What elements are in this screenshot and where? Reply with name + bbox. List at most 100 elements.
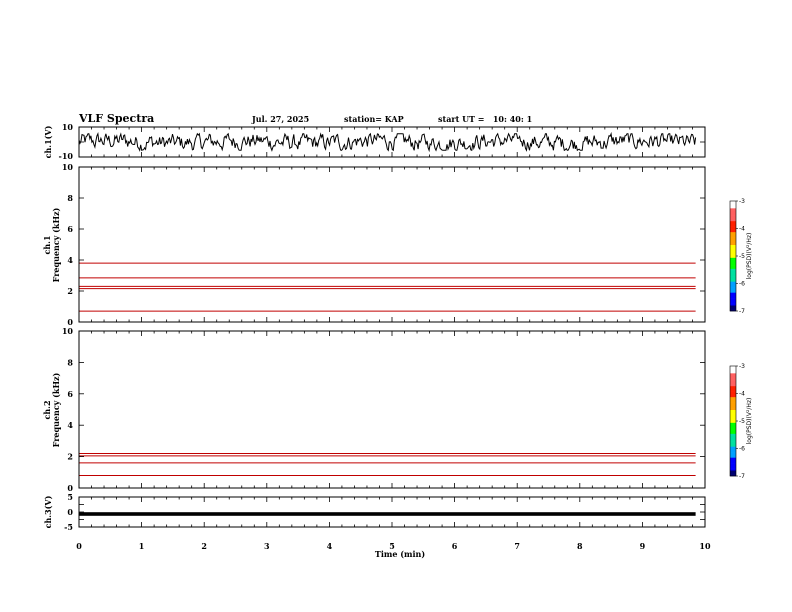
ytick-label: 0 xyxy=(67,483,73,493)
colorbar-segment xyxy=(730,296,736,299)
colorbar-segment xyxy=(730,441,736,444)
ch3-ytick-mid: 0 xyxy=(67,507,73,517)
ch3-ytick-bottom: -5 xyxy=(64,522,73,532)
colorbar-segment xyxy=(730,463,736,466)
colorbar-segment xyxy=(730,446,736,449)
colorbar-segment xyxy=(730,455,736,458)
spec2-ylabel-freq: Frequency (kHz) xyxy=(51,372,61,447)
colorbar-segment xyxy=(730,384,736,387)
colorbar-segment xyxy=(730,276,736,279)
colorbar-segment xyxy=(730,450,736,453)
ytick-label: 8 xyxy=(67,193,73,203)
colorbar-segment xyxy=(730,454,736,457)
spec2-ytick-labels: 0 2 4 6 8 10 xyxy=(62,326,74,493)
colorbar-segment xyxy=(730,419,736,422)
colorbar-segment xyxy=(730,435,736,438)
spec1-ylabel-ch: ch.1 xyxy=(42,235,52,254)
colorbar-segment xyxy=(730,395,736,398)
colorbar-segment xyxy=(730,457,736,460)
ch2-spectrogram-panel: 0 2 4 6 8 10 ch.2 Frequency (kHz) -3 -4 -5 -6 -7 l… xyxy=(42,326,753,493)
ytick-label: 10 xyxy=(62,162,74,172)
colorbar-segment xyxy=(730,215,736,218)
colorbar-segment xyxy=(730,422,736,425)
spec2-image xyxy=(79,452,696,476)
colorbar-segment xyxy=(730,472,736,475)
colorbar-segment xyxy=(730,439,736,442)
time-tick-label: 6 xyxy=(452,541,458,551)
colorbar-segment xyxy=(730,444,736,447)
ytick-label: 6 xyxy=(67,389,73,399)
ch3-trace-band xyxy=(79,512,696,516)
ch3-waveform-panel: 5 0 -5 ch.3(V) xyxy=(43,492,706,532)
colorbar-segment xyxy=(730,410,736,413)
colorbar-tick-label: -3 xyxy=(739,198,745,205)
time-tick-label: 9 xyxy=(640,541,646,551)
colorbar-segment xyxy=(730,397,736,400)
ytick-label: 10 xyxy=(62,326,74,336)
colorbar-segment xyxy=(730,213,736,216)
colorbar-segment xyxy=(730,259,736,262)
colorbar-segment xyxy=(730,424,736,427)
colorbar-segment xyxy=(730,415,736,418)
colorbar-segment xyxy=(730,432,736,435)
colorbar-segment xyxy=(730,287,736,290)
colorbar-segment xyxy=(730,307,736,310)
time-tick-label: 8 xyxy=(577,541,583,551)
colorbar-segment xyxy=(730,254,736,257)
colorbar-segment xyxy=(730,373,736,376)
time-tick-label: 0 xyxy=(76,541,82,551)
colorbar-segment xyxy=(730,393,736,396)
ch3-ylabel: ch.3(V) xyxy=(43,495,53,528)
colorbar-segment xyxy=(730,388,736,391)
spec1-image xyxy=(79,262,696,312)
spec2-ticks xyxy=(78,330,706,489)
ch3-ytick-top: 5 xyxy=(67,492,73,502)
time-tick-label: 2 xyxy=(201,541,207,551)
colorbar-segment xyxy=(730,413,736,416)
colorbar-segment xyxy=(730,201,736,204)
colorbar-segment xyxy=(730,217,736,220)
spec1-background xyxy=(79,167,705,322)
colorbar-segment xyxy=(730,375,736,378)
colorbar-segment xyxy=(730,261,736,264)
colorbar-segment xyxy=(730,300,736,303)
colorbar-segment xyxy=(730,367,736,370)
ytick-label: 4 xyxy=(67,420,73,430)
colorbar-segment xyxy=(730,298,736,301)
colorbar-segment xyxy=(730,404,736,407)
date-label: Jul. 27, 2025 xyxy=(251,114,309,124)
colorbar-segment xyxy=(730,369,736,372)
start-time-label: start UT = 10: 40: 1 xyxy=(438,114,532,124)
colorbar-segment xyxy=(730,208,736,211)
colorbar-segment xyxy=(730,430,736,433)
time-tick-label: 5 xyxy=(389,541,395,551)
colorbar-segment xyxy=(730,303,736,306)
colorbar-segment xyxy=(730,466,736,469)
ytick-label: 6 xyxy=(67,224,73,234)
colorbar-segment xyxy=(730,237,736,240)
time-tick-label: 4 xyxy=(327,541,333,551)
colorbar-segment xyxy=(730,267,736,270)
colorbar-segment xyxy=(730,219,736,222)
ch1-waveform-panel: 10 -10 ch.1(V) xyxy=(43,122,706,161)
colorbar-segment xyxy=(730,223,736,226)
colorbar-segment xyxy=(730,270,736,273)
colorbar-segment xyxy=(730,377,736,380)
colorbar-segment xyxy=(730,448,736,451)
spec1-ylabel-freq: Frequency (kHz) xyxy=(51,207,61,282)
colorbar-label: log(PSD)(V²/Hz) xyxy=(746,233,753,280)
colorbar-segment xyxy=(730,268,736,271)
time-tick-label: 7 xyxy=(514,541,520,551)
spec1-ticks xyxy=(78,166,706,323)
colorbar-segment xyxy=(730,474,736,477)
colorbar-segment xyxy=(730,250,736,253)
colorbar-segment xyxy=(730,290,736,293)
colorbar-segment xyxy=(730,281,736,284)
colorbar-segment xyxy=(730,278,736,281)
colorbar-segment xyxy=(730,371,736,374)
time-tick-label: 1 xyxy=(139,541,145,551)
colorbar-segment xyxy=(730,204,736,207)
colorbar-segment xyxy=(730,226,736,229)
colorbar-segment xyxy=(730,421,736,424)
